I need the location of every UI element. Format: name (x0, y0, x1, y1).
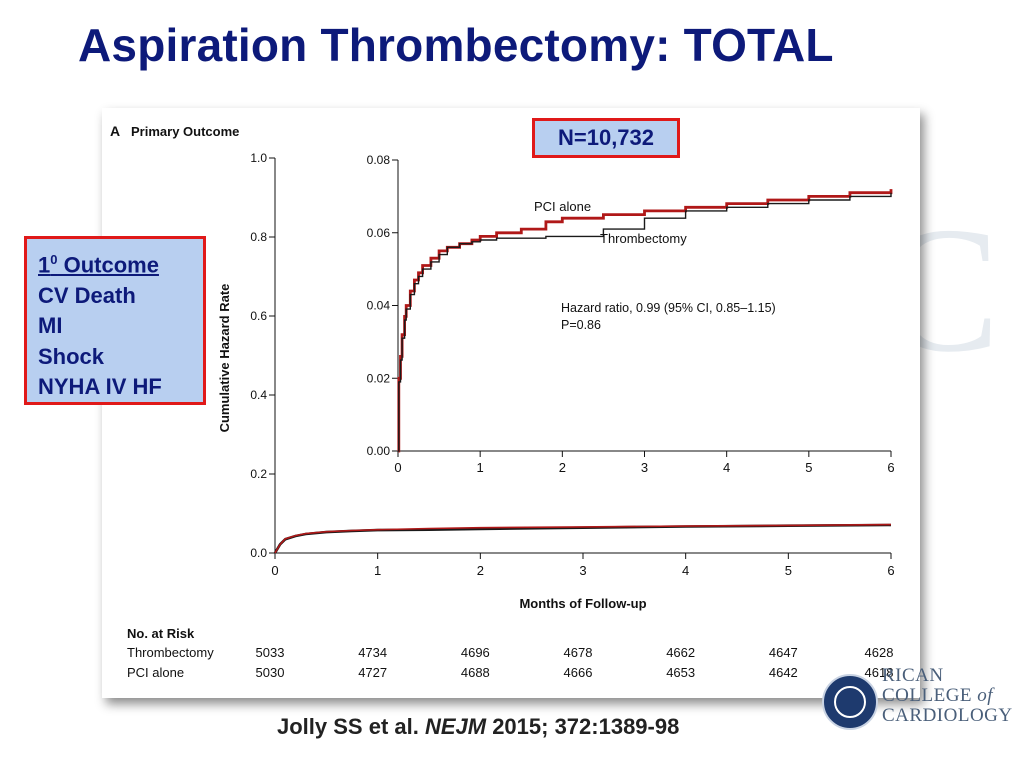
risk-table-cell: 4628 (865, 645, 894, 660)
outcome-heading: 10 Outcome (38, 245, 203, 281)
slide-title: Aspiration Thrombectomy: TOTAL (78, 19, 834, 71)
x-tick-label: 5 (785, 563, 792, 578)
y-tick-label: 1.0 (250, 151, 267, 165)
inset-y-tick-label: 0.02 (367, 371, 391, 385)
acc-logo-line2b: of (977, 685, 994, 706)
main-series-line-thrombectomy (273, 523, 892, 554)
risk-table-row-label: Thrombectomy (127, 645, 214, 660)
outcome-heading-text: Outcome (57, 252, 159, 278)
acc-logo-line2a: COLLEGE (882, 685, 978, 706)
inset-x-tick-label: 3 (641, 460, 648, 475)
outcome-item: CV Death (38, 282, 136, 308)
y-tick-label: 0.0 (250, 546, 267, 560)
outcome-item: MI (38, 313, 63, 339)
risk-table-cell: 4696 (461, 645, 490, 660)
inset-x-tick-label: 2 (559, 460, 566, 475)
y-tick-label: 0.2 (250, 467, 267, 481)
outcome-item: NYHA IV HF (38, 374, 162, 400)
inset-x-tick-label: 0 (394, 460, 401, 475)
acc-logo: RICAN COLLEGE of CARDIOLOGY (822, 662, 1022, 742)
citation-rest: 2015; 372:1389-98 (486, 714, 680, 739)
inset-x-tick-label: 5 (805, 460, 812, 475)
risk-table-cell: 5033 (256, 645, 285, 660)
inset-series-label-thrombectomy: Thrombectomy (600, 231, 687, 246)
citation-authors: Jolly SS et al. (277, 714, 425, 739)
risk-table-cell: 4734 (358, 645, 387, 660)
figure-panel: A Primary Outcome 0.0 0.2 0.4 0.6 0.8 1.0 0 1 2 3 4 5… (102, 108, 920, 698)
inset-y-tick-label: 0.08 (367, 153, 391, 167)
risk-table-cell: 4647 (769, 645, 798, 660)
inset-x-tick-label: 4 (723, 460, 730, 475)
risk-table-cell: 5030 (256, 665, 285, 680)
hazard-chart: A Primary Outcome 0.0 0.2 0.4 0.6 0.8 1.0 0 1 2 3 4 5… (110, 123, 895, 680)
risk-table-cell: 4618 (865, 665, 894, 680)
chart-title: Primary Outcome (131, 124, 239, 139)
risk-table-cell: 4666 (564, 665, 593, 680)
x-tick-label: 6 (887, 563, 894, 578)
risk-table-title: No. at Risk (127, 626, 195, 641)
x-tick-label: 0 (271, 563, 278, 578)
outcome-heading-sup: 0 (50, 252, 58, 267)
y-axis-label: Cumulative Hazard Rate (217, 284, 232, 433)
acc-logo-line3: CARDIOLOGY (882, 705, 1013, 726)
outcome-heading-base: 1 (38, 252, 51, 278)
acc-logo-line1: RICAN (882, 665, 944, 686)
inset-y-tick-label: 0.04 (367, 299, 391, 313)
panel-label: A (110, 123, 120, 139)
p-value-annotation: P=0.86 (561, 318, 601, 332)
y-tick-label: 0.4 (250, 388, 267, 402)
hazard-ratio-annotation: Hazard ratio, 0.99 (95% CI, 0.85–1.15) (561, 301, 776, 315)
risk-table-cell: 4642 (769, 665, 798, 680)
primary-outcome-box: 10 Outcome CV Death MI Shock NYHA IV HF (24, 236, 206, 405)
inset-x-tick-label: 1 (477, 460, 484, 475)
y-tick-label: 0.6 (250, 309, 267, 323)
x-tick-label: 4 (682, 563, 689, 578)
x-tick-label: 2 (477, 563, 484, 578)
inset-series-label-pci-alone: PCI alone (534, 199, 591, 214)
y-tick-label: 0.8 (250, 230, 267, 244)
inset-series-line-thrombectomy (398, 192, 892, 452)
citation-journal: NEJM (424, 714, 487, 739)
outcome-item: Shock (38, 343, 105, 369)
risk-table-cell: 4678 (564, 645, 593, 660)
sample-size-badge: N=10,732 (532, 118, 680, 158)
citation: Jolly SS et al. NEJM 2015; 372:1389-98 (277, 714, 679, 740)
x-axis-label: Months of Follow-up (519, 596, 646, 611)
acc-seal-icon (822, 674, 878, 730)
x-tick-label: 1 (374, 563, 381, 578)
inset-x-tick-label: 6 (887, 460, 894, 475)
x-tick-label: 3 (579, 563, 586, 578)
risk-table-cell: 4662 (666, 645, 695, 660)
risk-table-cell: 4653 (666, 665, 695, 680)
acc-logo-text: RICAN COLLEGE of CARDIOLOGY (882, 666, 1013, 726)
main-series-line-pci-alone (274, 523, 892, 554)
risk-table-cell: 4688 (461, 665, 490, 680)
risk-table-row-label: PCI alone (127, 665, 184, 680)
inset-y-tick-label: 0.06 (367, 226, 391, 240)
risk-table-cell: 4727 (358, 665, 387, 680)
inset-y-tick-label: 0.00 (367, 444, 391, 458)
